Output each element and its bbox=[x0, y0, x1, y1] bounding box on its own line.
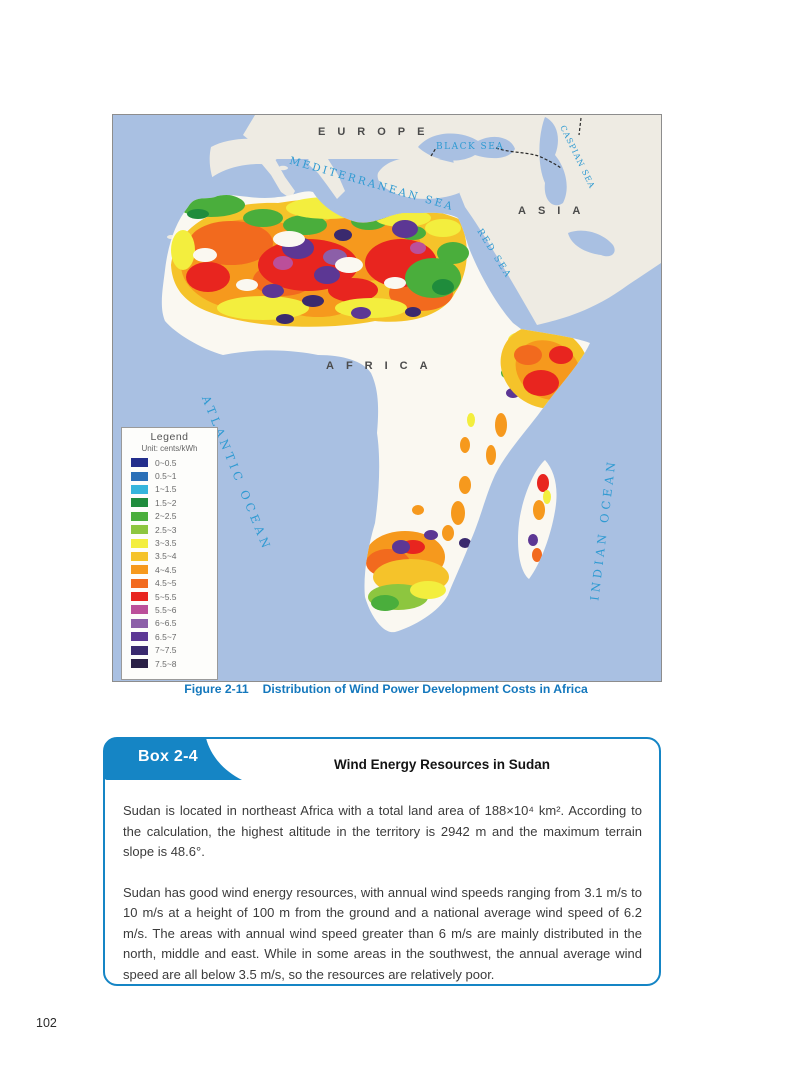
box-paragraph: Sudan is located in northeast Africa wit… bbox=[123, 803, 642, 859]
legend-range-label: 6~6.5 bbox=[155, 618, 177, 629]
wind-cost-patches bbox=[171, 193, 590, 611]
legend-entry: 7~7.5 bbox=[131, 643, 217, 656]
box-paragraph: Sudan has good wind energy resources, wi… bbox=[123, 884, 642, 982]
legend-swatch bbox=[131, 565, 148, 575]
legend-swatch bbox=[131, 471, 148, 481]
legend-range-label: 1~1.5 bbox=[155, 484, 177, 495]
map-legend: Legend Unit: cents/kWh 0~0.5 0.5~1 1~1.5 1.… bbox=[121, 427, 218, 680]
legend-range-label: 1.5~2 bbox=[155, 497, 177, 508]
legend-range-label: 6.5~7 bbox=[155, 631, 177, 642]
label-asia: ASIA bbox=[518, 205, 592, 217]
box-body: Sudan is located in northeast Africa wit… bbox=[105, 739, 659, 985]
legend-range-label: 0.5~1 bbox=[155, 471, 177, 482]
legend-entry: 7.5~8 bbox=[131, 657, 217, 670]
legend-entries: 0~0.5 0.5~1 1~1.5 1.5~2 2~2.5 2.5~3 3~3.5 3.5~4… bbox=[122, 456, 217, 670]
legend-swatch bbox=[131, 659, 148, 669]
legend-swatch bbox=[131, 605, 148, 615]
map-canvas: EUROPE ASIA AFRICA BLACK SEA CASPIAN SEA… bbox=[113, 115, 661, 681]
legend-swatch bbox=[131, 498, 148, 508]
legend-swatch bbox=[131, 551, 148, 561]
legend-range-label: 3~3.5 bbox=[155, 538, 177, 549]
legend-entry: 4.5~5 bbox=[131, 577, 217, 590]
boundary-dashes bbox=[430, 117, 582, 169]
label-africa: AFRICA bbox=[326, 360, 440, 372]
legend-entry: 6~6.5 bbox=[131, 617, 217, 630]
legend-swatch bbox=[131, 632, 148, 642]
legend-swatch bbox=[131, 511, 148, 521]
label-black-sea: BLACK SEA bbox=[436, 142, 504, 152]
legend-entry: 3~3.5 bbox=[131, 536, 217, 549]
box-2-4: Box 2-4 Wind Energy Resources in Sudan S… bbox=[103, 737, 661, 986]
legend-range-label: 5.5~6 bbox=[155, 604, 177, 615]
box-tab-shape bbox=[104, 738, 242, 780]
legend-range-label: 0~0.5 bbox=[155, 457, 177, 468]
legend-entry: 3.5~4 bbox=[131, 550, 217, 563]
legend-swatch bbox=[131, 458, 148, 468]
figure-caption-title: Distribution of Wind Power Development C… bbox=[262, 682, 588, 696]
legend-swatch bbox=[131, 618, 148, 628]
legend-swatch bbox=[131, 484, 148, 494]
legend-entry: 2~2.5 bbox=[131, 510, 217, 523]
legend-swatch bbox=[131, 578, 148, 588]
legend-entry: 0.5~1 bbox=[131, 469, 217, 482]
legend-entry: 1~1.5 bbox=[131, 483, 217, 496]
figure-caption-label: Figure 2-11 bbox=[184, 682, 249, 696]
legend-entry: 0~0.5 bbox=[131, 456, 217, 469]
legend-range-label: 3.5~4 bbox=[155, 551, 177, 562]
box-title: Wind Energy Resources in Sudan bbox=[334, 757, 550, 772]
figure-caption: Figure 2-11 Distribution of Wind Power De… bbox=[112, 682, 660, 696]
legend-range-label: 2~2.5 bbox=[155, 511, 177, 522]
legend-swatch bbox=[131, 538, 148, 548]
legend-swatch bbox=[131, 645, 148, 655]
legend-entry: 5.5~6 bbox=[131, 603, 217, 616]
legend-swatch bbox=[131, 592, 148, 602]
peninsulas bbox=[167, 153, 463, 244]
legend-entry: 4~4.5 bbox=[131, 563, 217, 576]
legend-range-label: 7.5~8 bbox=[155, 658, 177, 669]
legend-entry: 2.5~3 bbox=[131, 523, 217, 536]
legend-range-label: 2.5~3 bbox=[155, 524, 177, 535]
legend-range-label: 4.5~5 bbox=[155, 578, 177, 589]
box-tab-label: Box 2-4 bbox=[138, 748, 198, 765]
legend-entry: 5~5.5 bbox=[131, 590, 217, 603]
label-europe: EUROPE bbox=[318, 126, 436, 138]
legend-range-label: 7~7.5 bbox=[155, 645, 177, 656]
legend-range-label: 4~4.5 bbox=[155, 564, 177, 575]
legend-range-label: 5~5.5 bbox=[155, 591, 177, 602]
legend-title: Legend bbox=[150, 431, 189, 443]
legend-entry: 1.5~2 bbox=[131, 496, 217, 509]
legend-unit: Unit: cents/kWh bbox=[141, 444, 198, 453]
page-number: 102 bbox=[36, 1016, 57, 1030]
legend-entry: 6.5~7 bbox=[131, 630, 217, 643]
africa-wind-cost-map: EUROPE ASIA AFRICA BLACK SEA CASPIAN SEA… bbox=[112, 114, 662, 682]
legend-swatch bbox=[131, 525, 148, 535]
